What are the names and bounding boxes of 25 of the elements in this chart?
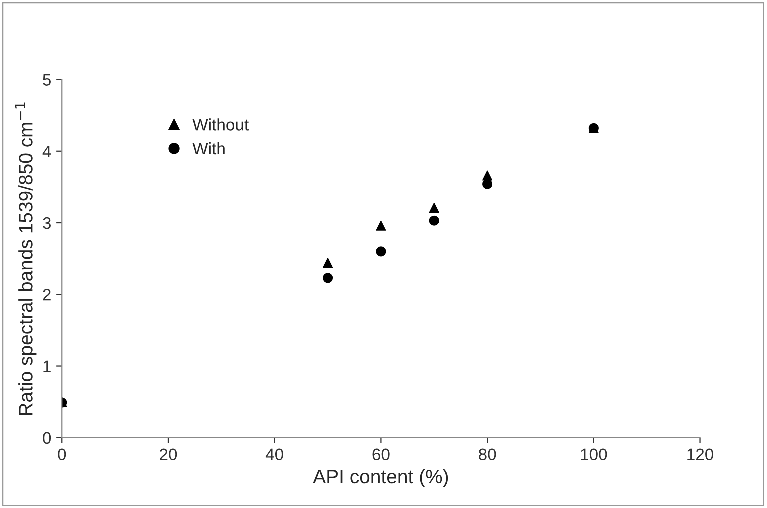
x-tick-label: 80	[479, 448, 496, 461]
x-tick-label: 20	[160, 448, 178, 461]
point	[429, 202, 440, 214]
y-axis-title: Ratio spectral bands 1539/850 cm$^{−1}$	[15, 102, 37, 416]
point	[482, 179, 493, 190]
x-axis-title: API content (%)	[313, 469, 448, 488]
y-tick-label: 0	[43, 432, 52, 444]
legend-label: With	[192, 142, 225, 155]
y-tick-label: 2	[43, 289, 51, 301]
point	[322, 273, 334, 284]
point	[588, 123, 599, 134]
x-tick-label: 100	[581, 448, 608, 461]
point	[429, 216, 440, 226]
y-tick-label: 5	[43, 74, 52, 86]
x-tick-label: 60	[372, 448, 390, 461]
y-tick-label: 1	[44, 360, 51, 372]
point	[376, 220, 386, 231]
x-tick-label: 0	[58, 448, 66, 461]
x-tick-label: 40	[266, 448, 284, 461]
point	[322, 258, 334, 268]
point	[376, 246, 386, 257]
legend-label: Without	[192, 118, 249, 131]
x-tick-label: 120	[688, 448, 714, 461]
y-tick-label: 3	[43, 217, 51, 230]
y-tick-label: 4	[42, 146, 52, 158]
